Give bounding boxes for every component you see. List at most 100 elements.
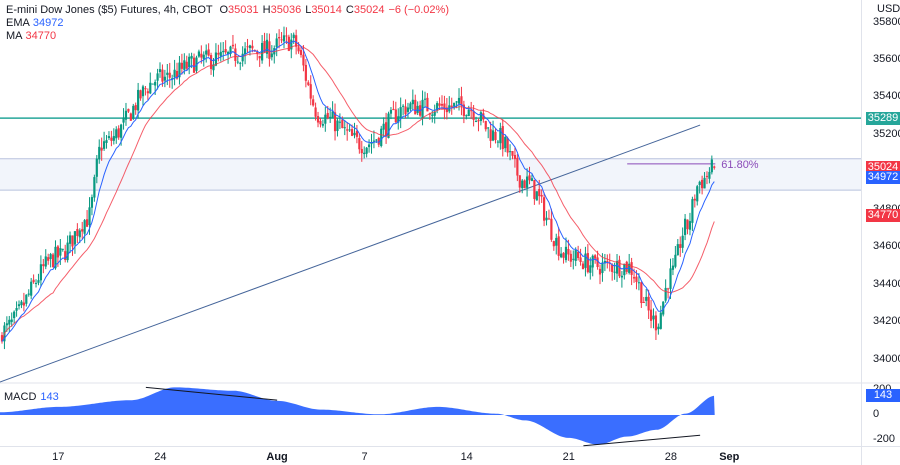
candle-body bbox=[433, 111, 436, 116]
candle-body bbox=[88, 207, 91, 226]
candle-body bbox=[518, 175, 521, 188]
candle bbox=[73, 230, 77, 254]
candle-body bbox=[489, 129, 492, 141]
candle-body bbox=[535, 191, 538, 201]
candle bbox=[504, 135, 507, 153]
candle bbox=[552, 240, 555, 251]
candle-body bbox=[389, 109, 393, 114]
candle bbox=[474, 116, 478, 123]
candle-body bbox=[691, 199, 694, 223]
candle bbox=[623, 263, 626, 280]
candle bbox=[44, 249, 47, 270]
candle-body bbox=[686, 219, 689, 230]
candle-body bbox=[173, 69, 176, 78]
candle bbox=[348, 123, 351, 133]
candle bbox=[333, 103, 337, 141]
candle-body bbox=[98, 146, 101, 160]
candle bbox=[312, 95, 315, 107]
candle bbox=[501, 119, 504, 157]
candle-body bbox=[606, 260, 609, 262]
candle-body bbox=[465, 115, 468, 117]
macd-area bbox=[0, 387, 715, 445]
candle-body bbox=[338, 121, 342, 123]
candle-body bbox=[693, 198, 696, 201]
candle bbox=[95, 155, 98, 184]
candle bbox=[22, 292, 25, 312]
candle bbox=[489, 121, 492, 148]
candle bbox=[513, 147, 517, 168]
candle-body bbox=[392, 108, 395, 111]
ema-legend: EMA 34972 bbox=[6, 17, 63, 30]
candle bbox=[620, 271, 623, 288]
macd-tick-label: 0 bbox=[873, 408, 880, 420]
candle bbox=[705, 171, 709, 185]
candle-body bbox=[217, 52, 220, 55]
candle-body bbox=[158, 69, 162, 72]
candle bbox=[530, 174, 534, 182]
candle bbox=[112, 128, 115, 145]
candle-body bbox=[676, 244, 679, 256]
candle bbox=[477, 118, 480, 132]
candle-body bbox=[698, 181, 701, 186]
candle-body bbox=[477, 120, 480, 122]
candle-body bbox=[545, 217, 548, 221]
candle-body bbox=[20, 301, 23, 306]
candle-body bbox=[516, 157, 519, 176]
candle-body bbox=[557, 236, 560, 256]
candle-body bbox=[241, 53, 244, 62]
candle-body bbox=[620, 275, 623, 278]
candle-body bbox=[71, 235, 74, 247]
candle-body bbox=[236, 61, 239, 63]
candle-body bbox=[494, 131, 497, 141]
macd-legend: MACD 143 bbox=[4, 391, 59, 403]
candle-body bbox=[666, 288, 670, 290]
candle-body bbox=[679, 244, 682, 249]
candle-body bbox=[574, 250, 577, 261]
fib-level-label: 61.80% bbox=[721, 159, 759, 171]
candle bbox=[406, 102, 410, 118]
candle-body bbox=[321, 124, 324, 126]
candle bbox=[32, 274, 35, 284]
candle bbox=[703, 172, 706, 189]
candle bbox=[314, 102, 317, 121]
candle-body bbox=[68, 235, 72, 244]
candle-body bbox=[562, 252, 565, 258]
candle bbox=[146, 88, 149, 100]
candle bbox=[226, 50, 230, 64]
candle-body bbox=[642, 302, 645, 304]
candle-body bbox=[538, 189, 541, 197]
candle bbox=[525, 168, 529, 197]
candle bbox=[10, 312, 13, 327]
candle-body bbox=[117, 128, 120, 138]
candle-body bbox=[278, 36, 281, 39]
candle-body bbox=[324, 114, 327, 124]
candle bbox=[499, 122, 502, 150]
candle-body bbox=[25, 294, 28, 304]
candle-body bbox=[560, 253, 563, 258]
candle-body bbox=[705, 175, 709, 177]
candle-body bbox=[358, 138, 361, 150]
candle bbox=[370, 133, 373, 154]
candle-body bbox=[343, 127, 346, 129]
candle bbox=[642, 296, 645, 304]
candle-body bbox=[285, 35, 288, 37]
candle bbox=[360, 140, 363, 162]
candle-body bbox=[572, 258, 575, 260]
candle bbox=[231, 34, 235, 50]
candle bbox=[282, 26, 286, 49]
candle bbox=[708, 167, 711, 184]
candle bbox=[343, 120, 346, 136]
candle bbox=[71, 235, 74, 256]
candle bbox=[666, 287, 670, 299]
candle-body bbox=[8, 319, 11, 325]
candle bbox=[598, 264, 602, 285]
candle-body bbox=[394, 109, 397, 123]
candle bbox=[523, 179, 526, 189]
candle-body bbox=[329, 116, 332, 118]
candle bbox=[491, 120, 495, 142]
instrument-title: E-mini Dow Jones ($5) Futures, 4h, CBOT bbox=[6, 4, 213, 16]
candle bbox=[346, 122, 349, 141]
candle bbox=[324, 106, 327, 132]
candle-body bbox=[348, 129, 351, 131]
